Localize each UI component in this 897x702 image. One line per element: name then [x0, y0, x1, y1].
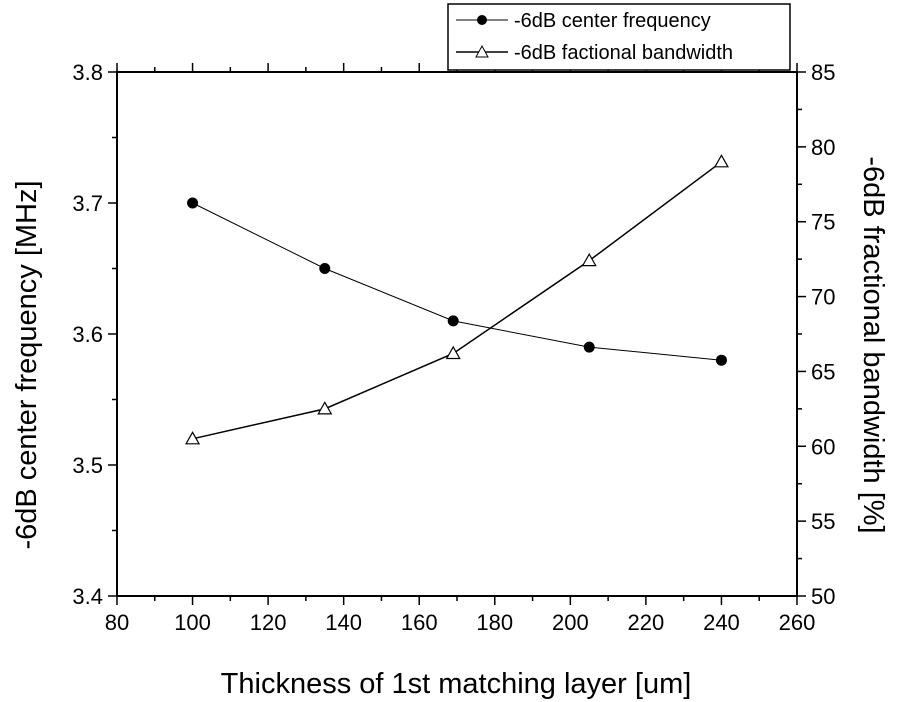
- x-tick-label: 260: [779, 610, 816, 635]
- y-left-tick-label: 3.7: [72, 191, 103, 216]
- y-axis-right-label: -6dB fractional bandwidth [%]: [857, 156, 889, 533]
- legend-label-center-frequency: -6dB center frequency: [514, 10, 711, 32]
- x-tick-label: 200: [552, 610, 589, 635]
- y-right-tick-label: 50: [811, 584, 835, 609]
- tick-marks: [108, 63, 806, 605]
- series-layer: [185, 154, 729, 445]
- x-axis-label: Thickness of 1st matching layer [um]: [221, 668, 692, 700]
- x-tick-label: 240: [703, 610, 740, 635]
- data-point-center-frequency: [447, 315, 459, 327]
- legend-marker-filled-circle: [477, 15, 487, 25]
- data-point-center-frequency: [187, 197, 199, 209]
- y-right-tick-label: 80: [811, 135, 835, 160]
- series-line-fractional-bandwidth: [192, 161, 722, 440]
- data-point-fractional-bandwidth: [581, 252, 597, 267]
- data-point-fractional-bandwidth: [713, 154, 729, 168]
- series-line-center-frequency: [192, 202, 722, 361]
- x-tick-label: 80: [105, 610, 129, 635]
- y-right-tick-label: 65: [811, 359, 835, 384]
- plot-frame: [116, 71, 798, 597]
- y-right-tick-label: 70: [811, 285, 835, 310]
- data-point-center-frequency: [583, 341, 595, 353]
- legend-label-fractional-bandwidth: -6dB factional bandwidth: [514, 42, 733, 64]
- y-left-tick-label: 3.6: [72, 322, 103, 347]
- legend-box: [447, 3, 791, 71]
- legend-marker-open-triangle: [475, 44, 489, 58]
- data-point-fractional-bandwidth: [445, 345, 461, 360]
- tick-labels: 80 100 120 140 160 180 200 220 240 260 3.4 3.5 3.6 3.…: [72, 60, 835, 635]
- y-left-tick-label: 3.4: [72, 584, 103, 609]
- data-point-fractional-bandwidth: [185, 431, 201, 445]
- data-point-center-frequency: [715, 354, 727, 366]
- x-tick-label: 160: [401, 610, 438, 635]
- y-left-tick-label: 3.5: [72, 453, 103, 478]
- data-point-fractional-bandwidth: [317, 401, 333, 415]
- x-tick-label: 120: [250, 610, 287, 635]
- x-tick-label: 220: [628, 610, 665, 635]
- x-tick-label: 140: [325, 610, 362, 635]
- y-right-tick-label: 60: [811, 434, 835, 459]
- y-right-tick-label: 85: [811, 60, 835, 85]
- x-tick-label: 180: [476, 610, 513, 635]
- y-left-tick-label: 3.8: [72, 60, 103, 85]
- y-right-tick-label: 55: [811, 509, 835, 534]
- data-point-center-frequency: [319, 263, 331, 274]
- y-axis-left-label: -6dB center frequency [MHz]: [11, 180, 43, 549]
- legend: -6dB center frequency -6dB factional ban…: [447, 3, 791, 71]
- y-right-tick-label: 75: [811, 210, 835, 235]
- x-tick-label: 100: [174, 610, 211, 635]
